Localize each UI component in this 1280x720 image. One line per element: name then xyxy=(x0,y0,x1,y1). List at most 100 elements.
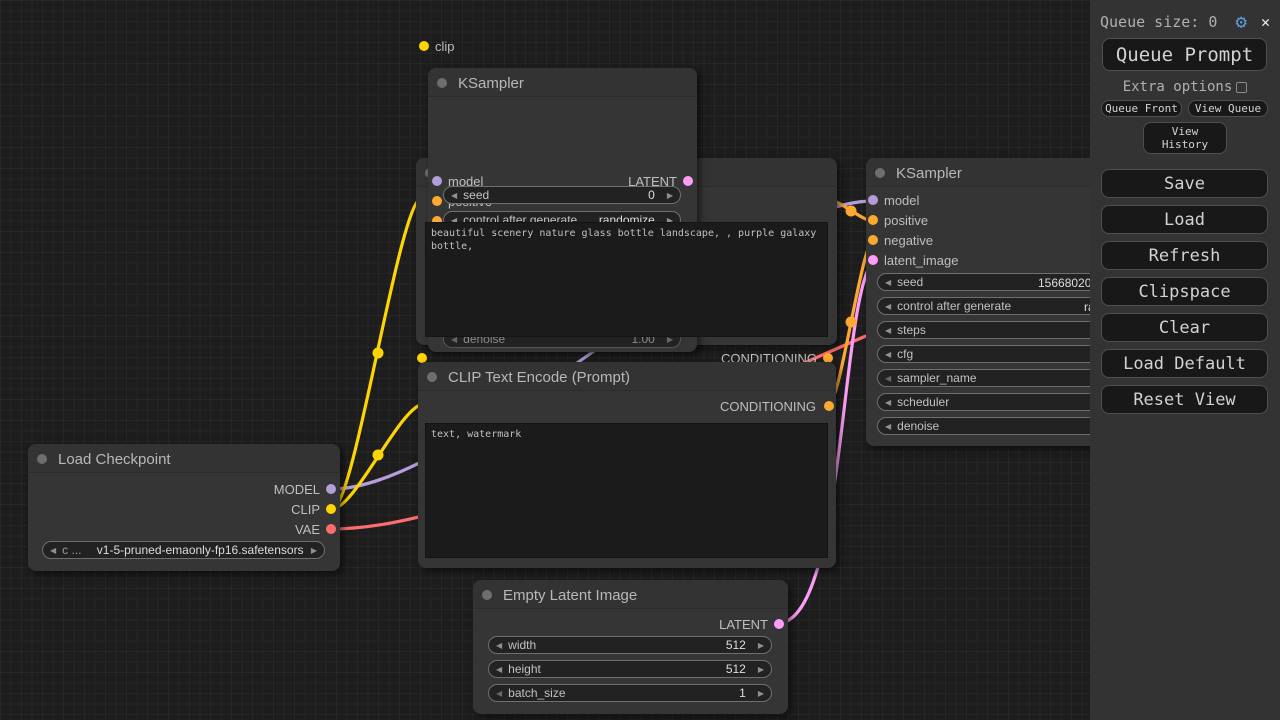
widget-value[interactable]: 1566802087 xyxy=(1038,276,1105,290)
clip-input-port[interactable] xyxy=(419,41,429,51)
latent-output-port[interactable] xyxy=(683,176,693,186)
control-after-generate-widget[interactable]: ◀ control after generate randomize xyxy=(877,297,1127,315)
denoise-widget[interactable]: ◀ denoise xyxy=(877,417,1127,435)
save-button[interactable]: Save xyxy=(1101,169,1268,198)
positive-prompt-textarea[interactable]: beautiful scenery nature glass bottle la… xyxy=(425,222,828,337)
latent-image-input-port[interactable] xyxy=(868,255,878,265)
reset-view-button[interactable]: Reset View xyxy=(1101,385,1268,414)
decrement-arrow-icon[interactable]: ◀ xyxy=(885,277,892,287)
load-default-button[interactable]: Load Default xyxy=(1101,349,1268,378)
input-label: positive xyxy=(884,213,929,228)
increment-arrow-icon[interactable]: ▶ xyxy=(310,545,317,555)
decrement-arrow-icon[interactable]: ◀ xyxy=(451,190,458,200)
settings-gear-icon[interactable]: ⚙ xyxy=(1235,10,1247,33)
output-label: CONDITIONING xyxy=(719,399,816,414)
collapse-dot-icon[interactable] xyxy=(437,77,447,88)
node-titlebar[interactable]: KSampler xyxy=(428,68,697,97)
widget-value[interactable]: 1 xyxy=(739,686,746,700)
negative-input-port[interactable] xyxy=(432,216,442,226)
scheduler-widget[interactable]: ◀ scheduler xyxy=(877,393,1127,411)
output-label: MODEL xyxy=(273,482,320,497)
conditioning-output-port[interactable] xyxy=(823,353,833,363)
positive-input-port[interactable] xyxy=(432,196,442,206)
node-empty-latent-image[interactable]: Empty Latent Image LATENT ◀ width 512 ▶ … xyxy=(473,580,788,714)
widget-label: width xyxy=(508,638,537,652)
seed-widget[interactable]: ◀ seed 1566802087 xyxy=(877,273,1127,291)
node-titlebar[interactable]: Empty Latent Image xyxy=(473,580,788,609)
negative-prompt-textarea[interactable]: text, watermark xyxy=(425,423,828,558)
clipspace-button[interactable]: Clipspace xyxy=(1101,277,1268,306)
refresh-button[interactable]: Refresh xyxy=(1101,241,1268,270)
widget-label: cfg xyxy=(897,347,914,361)
model-input-port[interactable] xyxy=(432,176,442,186)
clip-input-port[interactable] xyxy=(417,353,427,363)
increment-arrow-icon[interactable]: ▶ xyxy=(757,688,764,698)
collapse-dot-icon[interactable] xyxy=(482,589,492,600)
ckpt-name-widget[interactable]: ◀ c ... v1-5-pruned-emaonly-fp16.safeten… xyxy=(42,541,325,559)
increment-arrow-icon[interactable]: ▶ xyxy=(666,190,673,200)
decrement-arrow-icon[interactable]: ◀ xyxy=(451,334,458,344)
queue-front-button[interactable]: Queue Front xyxy=(1101,100,1182,117)
node-title: KSampler xyxy=(458,75,524,92)
widget-label: scheduler xyxy=(897,395,950,409)
node-titlebar[interactable]: Load Checkpoint xyxy=(28,444,340,473)
close-icon[interactable]: ✕ xyxy=(1260,13,1270,31)
widget-value[interactable]: 0 xyxy=(648,188,655,202)
widget-label: control after generate xyxy=(897,299,1012,313)
increment-arrow-icon[interactable]: ▶ xyxy=(666,215,673,225)
collapse-dot-icon[interactable] xyxy=(37,453,47,464)
widget-value[interactable]: v1-5-pruned-emaonly-fp16.safetensors xyxy=(96,543,304,557)
steps-widget[interactable]: ◀ steps xyxy=(877,321,1127,339)
node-titlebar[interactable]: CLIP Text Encode (Prompt) xyxy=(418,362,836,391)
conditioning-output-port[interactable] xyxy=(824,401,834,411)
extra-options-label: Extra options xyxy=(1122,79,1233,95)
model-input-port[interactable] xyxy=(868,195,878,205)
load-button[interactable]: Load xyxy=(1101,205,1268,234)
widget-value[interactable]: 512 xyxy=(725,638,746,652)
decrement-arrow-icon[interactable]: ◀ xyxy=(451,215,458,225)
negative-input-port[interactable] xyxy=(868,235,878,245)
widget-value[interactable]: 512 xyxy=(725,662,746,676)
clip-output-port[interactable] xyxy=(326,504,336,514)
view-history-button[interactable]: View History xyxy=(1143,122,1227,154)
clear-button[interactable]: Clear xyxy=(1101,313,1268,342)
view-queue-button[interactable]: View Queue xyxy=(1188,100,1268,117)
decrement-arrow-icon[interactable]: ◀ xyxy=(885,325,892,335)
widget-label: sampler_name xyxy=(897,371,977,385)
decrement-arrow-icon[interactable]: ◀ xyxy=(885,301,892,311)
queue-prompt-button[interactable]: Queue Prompt xyxy=(1102,38,1267,71)
decrement-arrow-icon[interactable]: ◀ xyxy=(50,545,57,555)
decrement-arrow-icon[interactable]: ◀ xyxy=(885,397,892,407)
output-label: LATENT xyxy=(719,617,768,632)
output-label: LATENT xyxy=(628,174,677,189)
batch-size-widget[interactable]: ◀ batch_size 1 ▶ xyxy=(488,684,772,702)
extra-options-checkbox[interactable] xyxy=(1236,81,1248,93)
height-widget[interactable]: ◀ height 512 ▶ xyxy=(488,660,772,678)
increment-arrow-icon[interactable]: ▶ xyxy=(757,640,764,650)
increment-arrow-icon[interactable]: ▶ xyxy=(666,334,673,344)
node-title: CLIP Text Encode (Prompt) xyxy=(448,369,631,386)
collapse-dot-icon[interactable] xyxy=(875,167,885,178)
positive-input-port[interactable] xyxy=(868,215,878,225)
widget-label: batch_size xyxy=(508,686,566,700)
decrement-arrow-icon[interactable]: ◀ xyxy=(885,421,892,431)
sampler-name-widget[interactable]: ◀ sampler_name xyxy=(877,369,1127,387)
vae-output-port[interactable] xyxy=(326,524,336,534)
latent-output-port[interactable] xyxy=(774,619,784,629)
link-midpoint-dot xyxy=(845,205,857,217)
width-widget[interactable]: ◀ width 512 ▶ xyxy=(488,636,772,654)
increment-arrow-icon[interactable]: ▶ xyxy=(757,664,764,674)
cfg-widget[interactable]: ◀ cfg xyxy=(877,345,1127,363)
decrement-arrow-icon[interactable]: ◀ xyxy=(496,664,503,674)
model-output-port[interactable] xyxy=(326,484,336,494)
decrement-arrow-icon[interactable]: ◀ xyxy=(885,373,892,383)
decrement-arrow-icon[interactable]: ◀ xyxy=(496,640,503,650)
node-load-checkpoint[interactable]: Load Checkpoint MODEL CLIP VAE ◀ c ... v… xyxy=(28,444,340,571)
decrement-arrow-icon[interactable]: ◀ xyxy=(885,349,892,359)
decrement-arrow-icon[interactable]: ◀ xyxy=(496,688,503,698)
widget-label: denoise xyxy=(897,419,940,433)
seed-widget[interactable]: ◀ seed 0 ▶ xyxy=(443,186,681,204)
collapse-dot-icon[interactable] xyxy=(427,371,437,382)
node-ksampler-right[interactable]: KSampler model positive negative latent_… xyxy=(866,158,1136,446)
